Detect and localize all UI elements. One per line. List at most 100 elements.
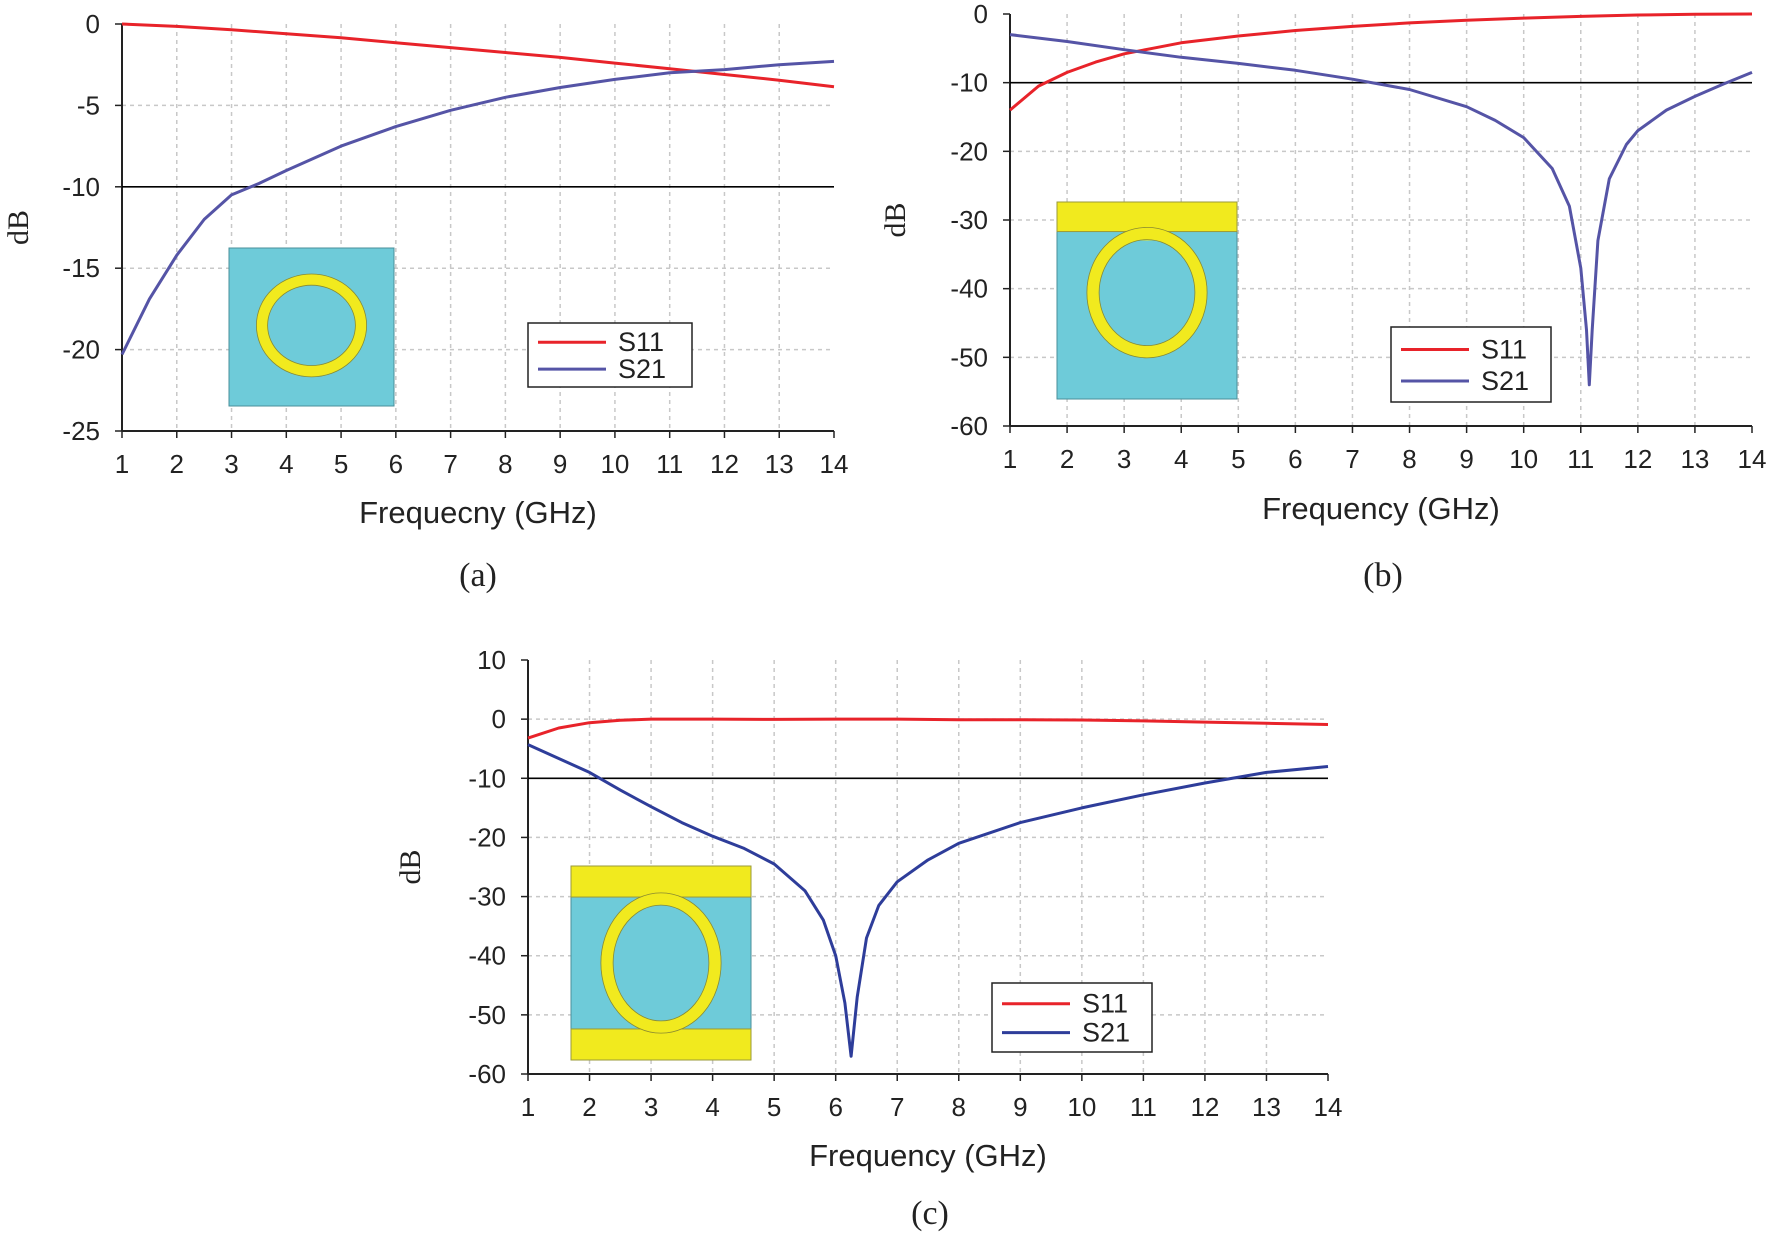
y-tick-label: -60 [950, 411, 988, 441]
x-tick-label: 14 [1314, 1092, 1343, 1122]
legend-label: S21 [618, 354, 666, 384]
x-tick-label: 1 [1003, 444, 1017, 474]
x-tick-label: 10 [1509, 444, 1538, 474]
x-tick-label: 13 [1252, 1092, 1281, 1122]
y-tick-label: -10 [468, 763, 506, 793]
x-tick-label: 14 [1738, 444, 1767, 474]
x-tick-label: 1 [521, 1092, 535, 1122]
x-tick-label: 1 [115, 449, 129, 479]
x-tick-label: 2 [1060, 444, 1074, 474]
series-line-s11 [121, 22, 835, 89]
series-line-s11 [1009, 12, 1753, 112]
x-tick-label: 3 [1117, 444, 1131, 474]
x-tick-label: 5 [767, 1092, 781, 1122]
x-tick-label: 9 [553, 449, 567, 479]
series-line-s21 [1009, 33, 1753, 387]
x-tick-label: 11 [656, 449, 683, 479]
x-tick-label: 2 [170, 449, 184, 479]
y-tick-label: -50 [950, 342, 988, 372]
series-line-s21 [120, 59, 835, 356]
y-tick-label: -10 [950, 68, 988, 98]
y-tick-label: -40 [950, 274, 988, 304]
metal-ring [601, 893, 721, 1033]
legend-label: S21 [1082, 1018, 1130, 1048]
legend-box [527, 322, 693, 388]
x-tick-label: 12 [1623, 444, 1652, 474]
chart-a: 1 2 3 4 5 6 7 8 9 10 11 12 13 140-5-10-15-20-25Freque… [2, 9, 848, 594]
y-tick-label: -30 [950, 205, 988, 235]
ring-with-top-strip-icon [1056, 201, 1238, 400]
y-axis-label: dB [879, 202, 912, 237]
metal-strip-bottom [570, 1028, 752, 1061]
panel-caption: (c) [911, 1195, 949, 1232]
x-tick-label: 5 [1231, 444, 1245, 474]
y-tick-label: -20 [62, 335, 100, 365]
x-tick-label: 3 [644, 1092, 658, 1122]
x-tick-label: 10 [1067, 1092, 1096, 1122]
x-tick-label: 10 [600, 449, 629, 479]
metal-strip-top [570, 865, 752, 898]
legend-label: S11 [1082, 989, 1128, 1019]
substrate-patch [228, 247, 395, 407]
legend-label: S11 [1481, 335, 1527, 365]
panel-caption: (a) [459, 557, 497, 594]
y-tick-label: -15 [62, 253, 100, 283]
ring-outer-edge [1086, 226, 1208, 359]
legend-box [991, 982, 1153, 1053]
y-tick-label: -5 [77, 90, 100, 120]
x-axis-label: Frequency (GHz) [1262, 491, 1500, 526]
x-tick-label: 6 [1288, 444, 1302, 474]
x-tick-label: 9 [1459, 444, 1473, 474]
ring-resonator-icon [228, 247, 395, 407]
y-tick-label: 0 [974, 0, 988, 29]
series-line-s21 [527, 743, 1329, 1058]
x-tick-label: 14 [820, 449, 849, 479]
ring-outer-edge [600, 892, 722, 1034]
metal-strip-top [1056, 201, 1238, 233]
y-tick-label: -10 [62, 172, 100, 202]
legend-label: S21 [1481, 366, 1529, 396]
chart-c: 1 2 3 4 5 6 7 8 9 10 11 12 13 14100-10-20-30-40-50-60… [394, 645, 1342, 1232]
ring-inner-edge [1098, 239, 1196, 346]
y-axis-label: dB [2, 210, 35, 245]
x-tick-label: 13 [765, 449, 794, 479]
ring-with-two-strips-icon [570, 865, 752, 1061]
x-tick-label: 11 [1130, 1092, 1157, 1122]
x-tick-label: 7 [890, 1092, 904, 1122]
x-axis-label: Frequency (GHz) [809, 1138, 1047, 1173]
x-tick-label: 5 [334, 449, 348, 479]
x-tick-label: 4 [1174, 444, 1188, 474]
x-tick-label: 12 [710, 449, 739, 479]
x-tick-label: 9 [1013, 1092, 1027, 1122]
x-tick-label: 8 [498, 449, 512, 479]
legend-box [1390, 326, 1552, 403]
x-tick-label: 12 [1190, 1092, 1219, 1122]
ring-inner-edge [267, 284, 356, 367]
y-tick-label: -60 [468, 1059, 506, 1089]
x-tick-label: 6 [828, 1092, 842, 1122]
legend-label: S11 [618, 327, 664, 357]
x-tick-label: 13 [1680, 444, 1709, 474]
ring-outer-edge [255, 273, 368, 378]
y-tick-label: -30 [468, 882, 506, 912]
x-axis-label: Frequecny (GHz) [359, 495, 597, 530]
x-tick-label: 8 [952, 1092, 966, 1122]
y-tick-label: 0 [492, 704, 506, 734]
x-tick-label: 7 [443, 449, 457, 479]
y-tick-label: -20 [468, 822, 506, 852]
x-tick-label: 6 [389, 449, 403, 479]
ring-inner-edge [612, 904, 710, 1022]
panel-caption: (b) [1363, 557, 1403, 594]
x-tick-label: 3 [224, 449, 238, 479]
y-tick-label: -25 [62, 416, 100, 446]
x-tick-label: 2 [582, 1092, 596, 1122]
y-tick-label: 0 [86, 9, 100, 39]
series-line-s11 [527, 717, 1329, 740]
x-tick-label: 7 [1345, 444, 1359, 474]
y-axis-label: dB [394, 849, 427, 884]
x-tick-label: 8 [1402, 444, 1416, 474]
